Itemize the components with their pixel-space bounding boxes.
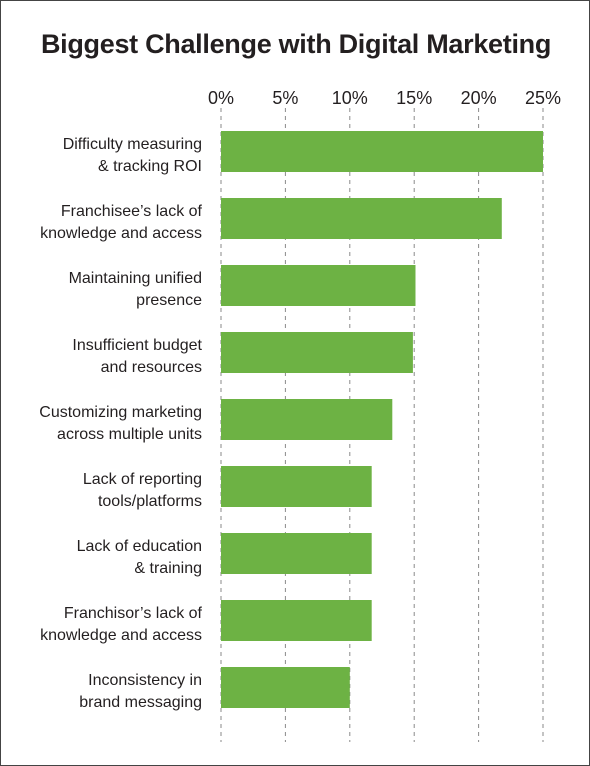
x-tick-label: 0% [208,88,234,108]
category-label-line: Inconsistency in [88,672,202,689]
bars [221,131,543,708]
chart-title: Biggest Challenge with Digital Marketing [40,29,552,59]
category-label: Maintaining unified presence [69,270,203,309]
category-labels: Difficulty measuring & tracking ROI Franch… [39,136,202,711]
category-label: Inconsistency in brand messaging [79,672,202,711]
category-label-line: across multiple units [57,426,202,443]
bar [221,600,372,641]
category-label-line: knowledge and access [40,225,202,242]
category-label-line: brand messaging [79,694,202,711]
category-label: Lack of education & training [77,538,202,577]
x-tick-label: 25% [525,88,561,108]
x-tick-label: 10% [332,88,368,108]
bar [221,667,350,708]
bar [221,399,393,440]
category-label-line: Franchisor’s lack of [64,605,203,622]
x-tick-labels: 0% 5% 10% 15% 20% 25% [208,88,561,108]
bar [221,466,372,507]
bar [221,533,372,574]
category-label-line: Lack of education [77,538,202,555]
bar [221,198,502,239]
bar [221,332,413,373]
x-tick-label: 20% [461,88,497,108]
category-label-line: Insufficient budget [72,337,202,354]
category-label-line: Franchisee’s lack of [61,203,203,220]
category-label-line: Difficulty measuring [63,136,202,153]
x-tick-label: 5% [272,88,298,108]
category-label-line: knowledge and access [40,627,202,644]
category-label-line: Customizing marketing [39,404,202,421]
category-label-line: and resources [101,359,202,376]
category-label: Insufficient budget and resources [72,337,202,376]
category-label-line: & tracking ROI [98,158,202,175]
category-label: Franchisee’s lack of knowledge and access [40,203,202,242]
category-label: Difficulty measuring & tracking ROI [63,136,202,175]
category-label-line: tools/platforms [98,493,202,510]
x-tick-label: 15% [396,88,432,108]
category-label: Lack of reporting tools/platforms [83,471,202,510]
category-label-line: & training [134,560,202,577]
category-label-line: Lack of reporting [83,471,202,488]
bar [221,265,416,306]
category-label-line: presence [136,292,202,309]
category-label-line: Maintaining unified [69,270,202,287]
category-label: Customizing marketing across multiple uni… [39,404,202,443]
bar [221,131,543,172]
category-label: Franchisor’s lack of knowledge and access [40,605,202,644]
